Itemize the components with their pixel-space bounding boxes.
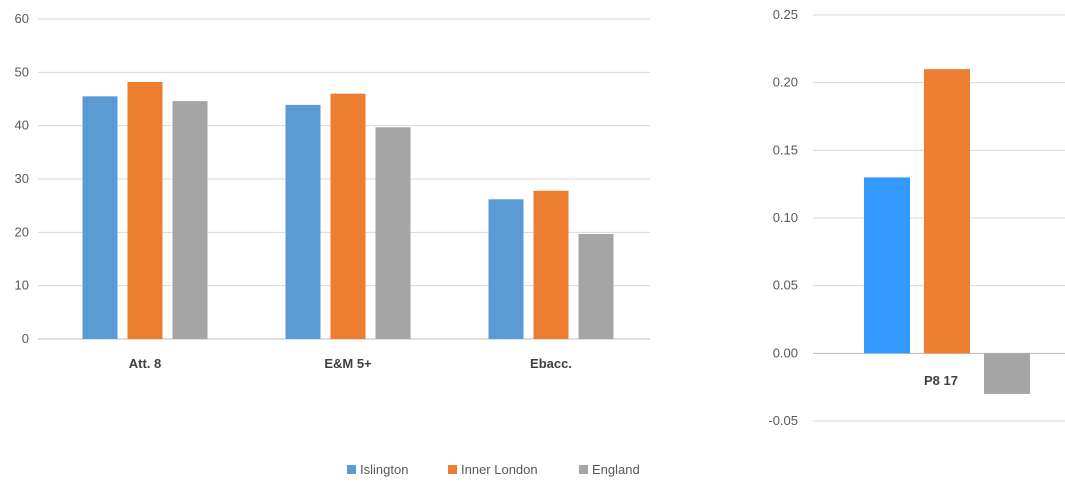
bar bbox=[330, 93, 366, 340]
y-tick-label: 0 bbox=[22, 331, 29, 346]
y-tick-label: 0.25 bbox=[773, 7, 798, 22]
y-tick-label: 0.15 bbox=[773, 142, 798, 157]
y-tick-label: 20 bbox=[15, 224, 29, 239]
x-category-label: Att. 8 bbox=[129, 356, 162, 371]
bar bbox=[285, 104, 321, 339]
x-category-label: Ebacc. bbox=[530, 356, 572, 371]
legend-swatch bbox=[347, 465, 356, 474]
y-tick-label: 30 bbox=[15, 171, 29, 186]
bar bbox=[172, 101, 208, 339]
bar bbox=[984, 353, 1030, 394]
y-tick-label: 0.00 bbox=[773, 345, 798, 360]
legend-label: Inner London bbox=[461, 462, 538, 477]
bar bbox=[924, 69, 970, 354]
y-tick-label: 60 bbox=[15, 11, 29, 26]
y-tick-label: 0.10 bbox=[773, 210, 798, 225]
bar bbox=[375, 127, 411, 340]
bar bbox=[127, 81, 163, 339]
progress8-bar-chart: -0.05 0.00 0.05 0.10 0.15 0.20 0.25 P8 17 bbox=[768, 7, 1065, 428]
y-tick-label: 40 bbox=[15, 118, 29, 133]
y-tick-label: 10 bbox=[15, 278, 29, 293]
x-category-label: P8 17 bbox=[924, 373, 958, 388]
bar bbox=[578, 233, 614, 339]
legend-label: England bbox=[592, 462, 640, 477]
y-tick-label: 0.20 bbox=[773, 75, 798, 90]
bar bbox=[864, 177, 910, 354]
x-category-label: E&M 5+ bbox=[324, 356, 372, 371]
bar bbox=[488, 199, 524, 339]
bar bbox=[533, 190, 569, 339]
legend-swatch bbox=[579, 465, 588, 474]
legend-swatch bbox=[448, 465, 457, 474]
legend-label: Islington bbox=[360, 462, 408, 477]
y-tick-label: 50 bbox=[15, 64, 29, 79]
y-tick-label: -0.05 bbox=[768, 413, 798, 428]
attainment-bar-chart: 0 10 20 30 40 50 60 Att. 8 E&M 5+ Ebacc. bbox=[15, 11, 650, 371]
bar bbox=[82, 96, 118, 339]
y-tick-label: 0.05 bbox=[773, 278, 798, 293]
chart-legend: Islington Inner London England bbox=[347, 462, 640, 477]
